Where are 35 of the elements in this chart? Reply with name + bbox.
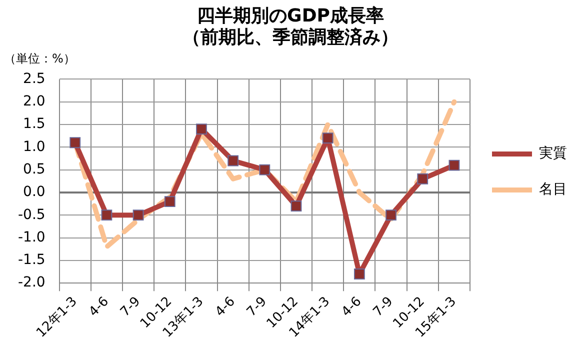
y-tick-label: 2.0: [23, 93, 46, 110]
x-tick-label: 4-6: [86, 294, 112, 320]
y-tick-label: -1.5: [18, 252, 46, 268]
point: [290, 200, 302, 212]
point: [322, 132, 334, 144]
x-tick-label: 4-6: [339, 294, 365, 320]
y-tick-label: 0.0: [23, 184, 46, 200]
y-tick-label: 1.0: [23, 138, 46, 155]
x-tick-label: 7-9: [370, 294, 396, 320]
point: [101, 210, 112, 221]
legend-label: 名目: [539, 182, 567, 198]
chart-subtitle: （前期比、季節調整済み）: [182, 27, 398, 48]
point: [164, 196, 176, 207]
y-axis-title: （単位：%）: [4, 51, 76, 66]
point: [196, 124, 207, 134]
point: [228, 155, 239, 166]
point: [417, 173, 428, 184]
x-tick-label: 7-9: [118, 294, 144, 320]
point: [259, 164, 270, 176]
chart-title: 四半期別のGDP成長率: [197, 5, 384, 26]
point: [448, 160, 460, 171]
x-tick-label: 7-9: [244, 294, 270, 320]
y-tick-label: -1.0: [18, 229, 46, 246]
x-tick-label: 4-6: [212, 294, 238, 320]
y-tick-label: -2.0: [18, 274, 46, 291]
y-tick-label: 1.5: [23, 116, 46, 132]
point: [70, 137, 81, 148]
point: [386, 210, 396, 221]
y-tick-label: 0.5: [23, 161, 46, 178]
legend-label: 実質: [539, 146, 567, 162]
y-tick-label: -0.5: [18, 206, 46, 223]
y-tick-label: 2.5: [23, 70, 46, 87]
point: [132, 210, 144, 221]
point: [354, 268, 365, 280]
x-tick-label: 12年1-3: [34, 294, 80, 341]
